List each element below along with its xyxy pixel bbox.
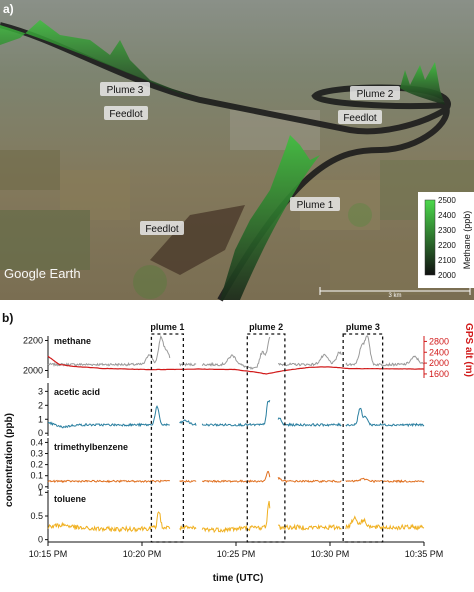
y-tick-label: 2000 xyxy=(23,366,43,376)
y-axis-label: concentration (ppb) xyxy=(4,413,15,507)
panel-name-label: toluene xyxy=(54,494,86,504)
y-tick-label: 0 xyxy=(38,535,43,545)
colorbar-tick: 2400 xyxy=(438,211,456,220)
right-y-tick-label: 2400 xyxy=(429,347,449,357)
y-tick-label: 0.5 xyxy=(30,511,43,521)
svg-text:Feedlot: Feedlot xyxy=(343,113,377,124)
colorbar: 2500 2400 2300 2200 2100 2000 Methane (p… xyxy=(418,192,474,288)
y-tick-label: 0.4 xyxy=(30,437,43,447)
series-line-trimethylbenzene xyxy=(47,470,425,484)
series-line-gps-alt xyxy=(47,355,425,375)
colorbar-tick: 2200 xyxy=(438,241,456,250)
series-line-methane xyxy=(47,335,425,370)
panel-a-label: a) xyxy=(3,2,14,16)
x-tick-label: 10:15 PM xyxy=(29,549,68,559)
y-tick-label: 3 xyxy=(38,386,43,396)
x-tick-label: 10:20 PM xyxy=(123,549,162,559)
plume-window-label: plume 3 xyxy=(346,322,380,332)
annotation-plume-2: Plume 2 xyxy=(350,86,400,100)
svg-text:Plume 1: Plume 1 xyxy=(297,200,334,211)
annotation-feedlot-2: Feedlot xyxy=(338,110,382,124)
y-tick-label: 0 xyxy=(38,482,43,492)
y-tick-label: 1 xyxy=(38,414,43,424)
colorbar-label: Methane (ppb) xyxy=(462,211,472,270)
y-tick-label: 0.2 xyxy=(30,460,43,470)
colorbar-tick: 2100 xyxy=(438,256,456,265)
annotation-feedlot-3: Feedlot xyxy=(140,221,184,235)
right-y-tick-label: 1600 xyxy=(429,369,449,379)
right-y-tick-label: 2000 xyxy=(429,358,449,368)
svg-text:Feedlot: Feedlot xyxy=(145,224,179,235)
scale-bar-label: 3 km xyxy=(388,293,401,299)
annotation-plume-3: Plume 3 xyxy=(100,82,150,96)
svg-text:Plume 2: Plume 2 xyxy=(357,89,394,100)
series-line-toluene xyxy=(47,500,425,534)
plume-window-box xyxy=(342,333,384,543)
x-axis-label: time (UTC) xyxy=(213,573,264,584)
y-tick-label: 0.1 xyxy=(30,471,43,481)
x-tick-label: 10:25 PM xyxy=(217,549,256,559)
annotation-feedlot-1: Feedlot xyxy=(104,106,148,120)
annotation-plume-1: Plume 1 xyxy=(290,197,340,211)
panel-name-label: methane xyxy=(54,336,91,346)
basemap-credit: Google Earth xyxy=(4,266,81,281)
right-y-tick-label: 2800 xyxy=(429,336,449,346)
colorbar-tick: 2000 xyxy=(438,271,456,280)
colorbar-ramp xyxy=(424,199,436,276)
svg-text:Feedlot: Feedlot xyxy=(109,109,143,120)
scale-bar: 3 km xyxy=(319,287,471,299)
y-tick-label: 2 xyxy=(38,400,43,410)
svg-text:Plume 3: Plume 3 xyxy=(107,85,144,96)
plume-window-label: plume 2 xyxy=(249,322,283,332)
panel-name-label: acetic acid xyxy=(54,387,100,397)
panel-name-label: trimethylbenzene xyxy=(54,442,128,452)
x-tick-label: 10:30 PM xyxy=(311,549,350,559)
feedlot-area xyxy=(150,205,245,275)
y-tick-label: 2200 xyxy=(23,336,43,346)
colorbar-tick: 2300 xyxy=(438,226,456,235)
y-tick-label: 0 xyxy=(38,428,43,438)
plume-window-label: plume 1 xyxy=(150,322,184,332)
y-tick-label: 1 xyxy=(38,487,43,497)
colorbar-tick: 2500 xyxy=(438,196,456,205)
right-axis-label: GPS alt (m) xyxy=(463,323,474,377)
plume-curtains xyxy=(0,20,445,300)
panel-b: b) concentration (ppb) GPS alt (m) time … xyxy=(2,311,474,584)
x-tick-label: 10:35 PM xyxy=(405,549,444,559)
panel-a: a) Plume 3 Feedlot Plume 2 Feedlot Plume… xyxy=(0,0,474,302)
panel-b-label: b) xyxy=(2,311,13,325)
plume-window-box xyxy=(150,333,185,543)
plume-window-box xyxy=(246,333,286,543)
series-line-acetic-acid xyxy=(47,400,425,429)
y-tick-label: 0.3 xyxy=(30,449,43,459)
